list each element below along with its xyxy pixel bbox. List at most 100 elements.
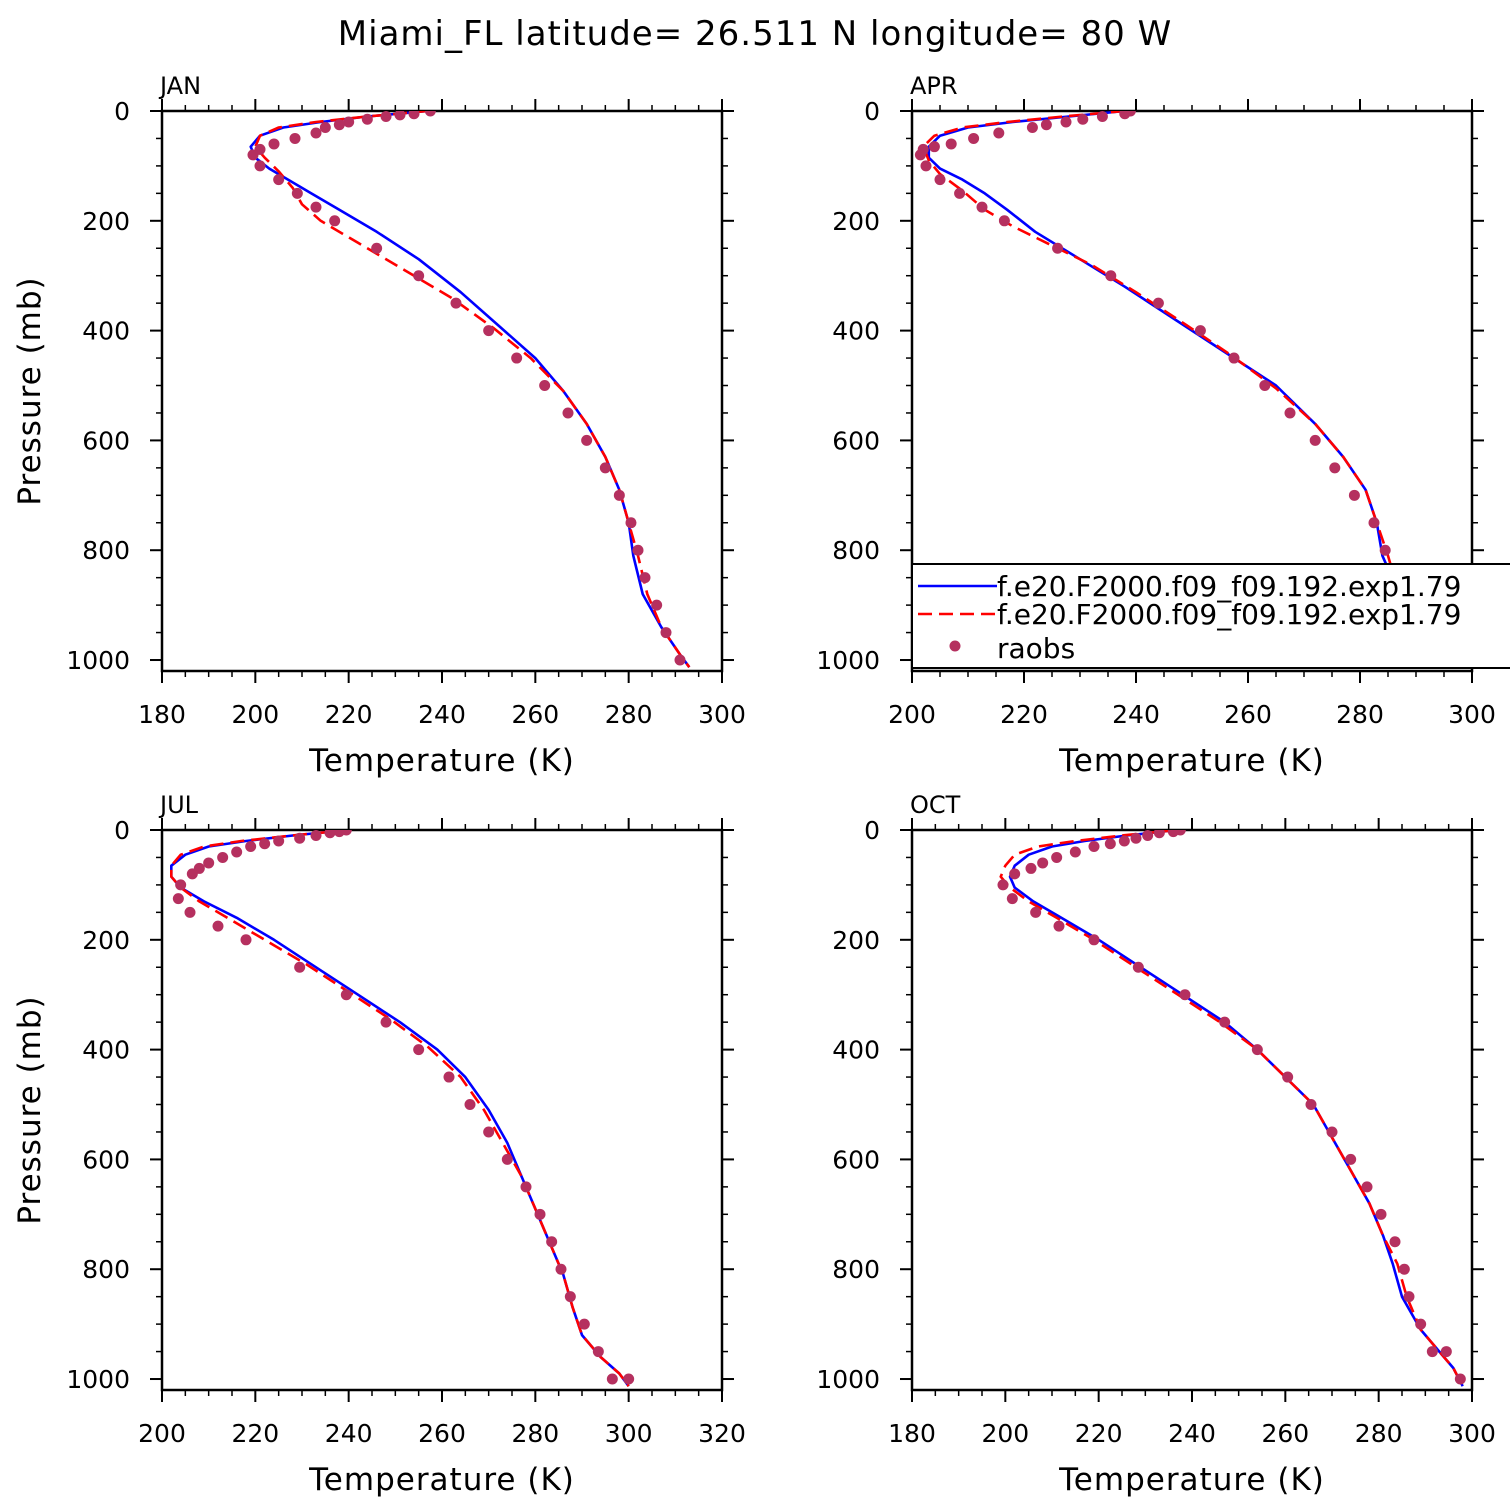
y-tick-label: 200 [832,207,880,236]
raobs-point [1130,832,1142,844]
x-axis-label: Temperature (K) [1058,743,1325,779]
panel-apr: APR 200 220 240 260 280 300 0 200 400 600 800 1000 Te… [816,72,1495,779]
raobs-point [1259,380,1271,392]
raobs-point [259,838,271,850]
panel-label: OCT [910,791,961,819]
raobs-point [1051,851,1063,863]
y-tick-label: 0 [864,97,880,126]
raobs-point [1415,1318,1427,1330]
raobs-point [1096,111,1108,122]
raobs-point [394,111,406,121]
data-layer [247,111,691,668]
raobs-point [1329,462,1341,474]
raobs-point [564,1291,576,1303]
raobs-point [1228,352,1240,364]
raobs-point [1009,868,1021,880]
raobs-point [231,846,243,858]
raobs-point [1153,830,1165,839]
series-line-solid [1008,830,1464,1387]
raobs-point [651,599,663,611]
y-tick-label: 400 [832,317,880,346]
series-line-solid [249,111,691,668]
y-tick-label: 0 [114,816,130,845]
raobs-point [273,835,285,847]
raobs-point [1105,270,1117,282]
raobs-point [1375,1208,1387,1220]
raobs-point [1026,121,1038,133]
series-line-solid [170,830,630,1387]
legend-marker [949,640,961,652]
y-tick-label: 400 [82,317,130,346]
raobs-point [998,215,1010,227]
raobs-point [674,654,686,666]
raobs-point [1348,489,1360,501]
y-tick-label: 600 [82,1145,130,1174]
raobs-point [240,934,252,946]
x-tick-label: 300 [1448,1419,1496,1448]
raobs-point [1194,325,1206,337]
raobs-point [1030,906,1042,918]
raobs-point [934,174,946,186]
raobs-point [310,127,322,139]
y-tick-label: 0 [114,97,130,126]
raobs-point [217,851,229,863]
y-tick-label: 1000 [66,646,130,675]
x-tick-label: 240 [418,700,466,729]
raobs-point [247,149,259,161]
raobs-point [1251,1044,1263,1056]
raobs-point [1282,1071,1294,1083]
y-axis-label: Pressure (mb) [12,995,48,1224]
data-layer [170,830,635,1387]
raobs-point [268,138,280,150]
x-tick-label: 280 [511,1419,559,1448]
raobs-point [289,132,301,144]
x-tick-label: 280 [605,700,653,729]
y-tick-label: 400 [82,1036,130,1065]
raobs-point [1219,1016,1231,1028]
panel-oct: OCT 180 200 220 240 260 280 300 0 200 400 600 800 100… [816,791,1495,1498]
y-tick-label: 600 [832,1145,880,1174]
x-tick-label: 240 [325,1419,373,1448]
raobs-point [450,297,462,309]
raobs-point [1368,517,1380,529]
raobs-point [340,989,352,1001]
raobs-point [928,141,940,153]
raobs-point [976,201,988,213]
y-tick-label: 0 [864,816,880,845]
raobs-point [914,149,926,161]
raobs-point [408,111,420,120]
x-tick-label: 220 [1075,1419,1123,1448]
raobs-point [361,113,373,125]
raobs-point [329,215,341,227]
x-tick-label: 300 [605,1419,653,1448]
raobs-point [310,201,322,213]
y-tick-label: 1000 [816,1365,880,1394]
raobs-point [464,1099,476,1111]
raobs-point [997,879,1009,891]
raobs-point [1326,1126,1338,1138]
raobs-point [1006,893,1018,905]
raobs-point [1118,835,1130,847]
y-tick-label: 600 [82,426,130,455]
raobs-point [1309,434,1321,446]
raobs-point [606,1373,618,1385]
raobs-point [1379,544,1391,556]
raobs-point [968,132,980,144]
raobs-point [1152,297,1164,309]
raobs-point [1104,838,1116,850]
raobs-point [424,111,436,117]
raobs-point [319,121,331,133]
x-axis-label: Temperature (K) [308,743,575,779]
y-tick-label: 800 [832,1255,880,1284]
y-tick-label: 800 [82,536,130,565]
raobs-point [1440,1346,1452,1358]
x-tick-label: 180 [138,700,186,729]
y-tick-label: 800 [832,536,880,565]
plot-frame [910,828,1474,1392]
raobs-point [1037,857,1049,869]
raobs-point [534,1208,546,1220]
raobs-point [1403,1291,1415,1303]
raobs-point [483,325,495,337]
series-line-dashed [170,830,630,1387]
